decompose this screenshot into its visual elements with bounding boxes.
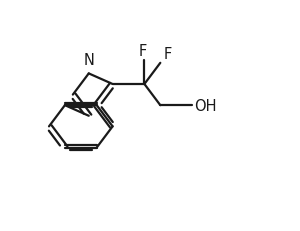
Text: F: F xyxy=(139,43,147,58)
Text: F: F xyxy=(163,47,172,62)
Text: N: N xyxy=(83,53,94,68)
Text: OH: OH xyxy=(194,98,217,113)
